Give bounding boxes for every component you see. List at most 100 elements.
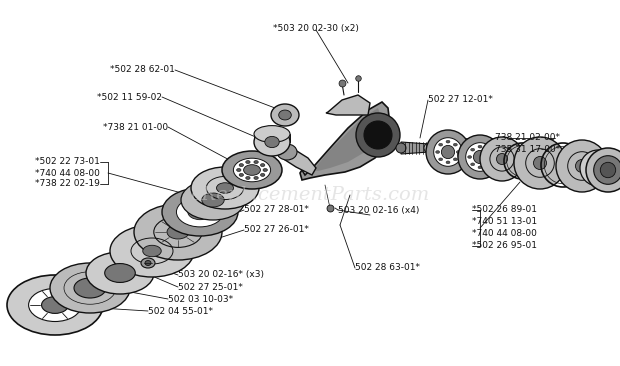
Text: 738 21 02-00*: 738 21 02-00* [495, 134, 560, 142]
Ellipse shape [191, 167, 259, 209]
Ellipse shape [439, 158, 443, 161]
Ellipse shape [244, 165, 260, 175]
Ellipse shape [181, 180, 245, 220]
Polygon shape [312, 108, 382, 171]
Text: 502 28 63-01*: 502 28 63-01* [355, 264, 420, 273]
Text: 502 27 25-01*: 502 27 25-01* [178, 283, 243, 291]
Ellipse shape [216, 183, 234, 193]
Text: *502 26 95-01: *502 26 95-01 [472, 242, 537, 250]
Ellipse shape [456, 150, 460, 153]
Ellipse shape [222, 151, 282, 189]
Ellipse shape [356, 113, 400, 157]
Ellipse shape [239, 164, 244, 167]
Ellipse shape [7, 275, 103, 335]
Ellipse shape [86, 252, 154, 294]
Ellipse shape [575, 160, 588, 172]
Text: *738 22 02-19: *738 22 02-19 [35, 179, 100, 188]
Text: 503 20 02-16 (x4): 503 20 02-16 (x4) [338, 205, 419, 214]
Ellipse shape [260, 173, 265, 176]
Ellipse shape [471, 148, 475, 151]
Text: 502 03 10-03*: 502 03 10-03* [168, 295, 233, 303]
Ellipse shape [110, 225, 194, 277]
Ellipse shape [556, 140, 608, 192]
Ellipse shape [254, 176, 259, 179]
Ellipse shape [246, 176, 250, 179]
Ellipse shape [202, 193, 224, 207]
Ellipse shape [237, 168, 241, 172]
Ellipse shape [466, 153, 470, 157]
Ellipse shape [426, 130, 470, 174]
Ellipse shape [471, 163, 475, 166]
Ellipse shape [436, 150, 440, 153]
Ellipse shape [143, 245, 161, 257]
Ellipse shape [396, 143, 406, 153]
Ellipse shape [467, 156, 472, 158]
Ellipse shape [434, 138, 463, 166]
Ellipse shape [497, 153, 508, 164]
Ellipse shape [233, 158, 270, 182]
Ellipse shape [162, 188, 238, 236]
Ellipse shape [453, 158, 458, 161]
Text: *502 28 62-01: *502 28 62-01 [110, 66, 175, 75]
Ellipse shape [441, 145, 454, 158]
Polygon shape [254, 134, 290, 142]
Polygon shape [401, 142, 429, 154]
Polygon shape [326, 95, 370, 115]
Text: 502 04 55-01*: 502 04 55-01* [148, 306, 213, 315]
Text: *502 22 73-01: *502 22 73-01 [35, 157, 100, 167]
Ellipse shape [260, 164, 265, 167]
Ellipse shape [277, 144, 297, 160]
Ellipse shape [246, 161, 250, 164]
Ellipse shape [263, 168, 267, 172]
Ellipse shape [265, 137, 279, 147]
Ellipse shape [105, 264, 135, 283]
Ellipse shape [167, 225, 189, 239]
Ellipse shape [586, 148, 620, 192]
Ellipse shape [239, 173, 244, 176]
Ellipse shape [254, 126, 290, 142]
Ellipse shape [271, 104, 299, 126]
Text: *503 20 02-30 (x2): *503 20 02-30 (x2) [273, 23, 359, 33]
Ellipse shape [480, 137, 524, 181]
Ellipse shape [188, 204, 212, 220]
Ellipse shape [478, 166, 482, 169]
Ellipse shape [595, 164, 601, 172]
Ellipse shape [453, 143, 458, 146]
Ellipse shape [424, 143, 434, 153]
Text: *740 51 13-01: *740 51 13-01 [472, 217, 537, 227]
Ellipse shape [458, 135, 502, 179]
Ellipse shape [474, 150, 487, 164]
Ellipse shape [533, 157, 546, 169]
Ellipse shape [446, 140, 450, 143]
Ellipse shape [600, 162, 616, 178]
Ellipse shape [134, 204, 222, 260]
Ellipse shape [478, 145, 482, 148]
Ellipse shape [74, 278, 106, 298]
Text: 735 31 17-00*: 735 31 17-00* [495, 146, 560, 154]
Ellipse shape [145, 261, 151, 265]
Text: 502 27 28-01*: 502 27 28-01* [244, 205, 309, 214]
Text: *740 44 08-00: *740 44 08-00 [472, 229, 537, 239]
Ellipse shape [254, 161, 259, 164]
Ellipse shape [364, 121, 392, 149]
Ellipse shape [485, 163, 489, 166]
Ellipse shape [50, 263, 130, 313]
Text: *502 11 59-02: *502 11 59-02 [97, 93, 162, 101]
Ellipse shape [458, 147, 478, 163]
Text: *502 26 89-01: *502 26 89-01 [472, 205, 537, 214]
Ellipse shape [439, 143, 443, 146]
Ellipse shape [29, 288, 81, 321]
Ellipse shape [141, 258, 155, 268]
Ellipse shape [485, 148, 489, 151]
Ellipse shape [177, 197, 224, 227]
Ellipse shape [594, 156, 620, 184]
Ellipse shape [580, 150, 616, 186]
Ellipse shape [489, 156, 492, 158]
Polygon shape [282, 148, 316, 175]
Ellipse shape [514, 137, 566, 189]
Text: *738 21 01-00: *738 21 01-00 [103, 123, 168, 131]
Polygon shape [300, 102, 390, 180]
Ellipse shape [446, 161, 450, 164]
Text: eReplacementParts.com: eReplacementParts.com [190, 186, 430, 204]
Text: 502 27 12-01*: 502 27 12-01* [428, 96, 493, 105]
